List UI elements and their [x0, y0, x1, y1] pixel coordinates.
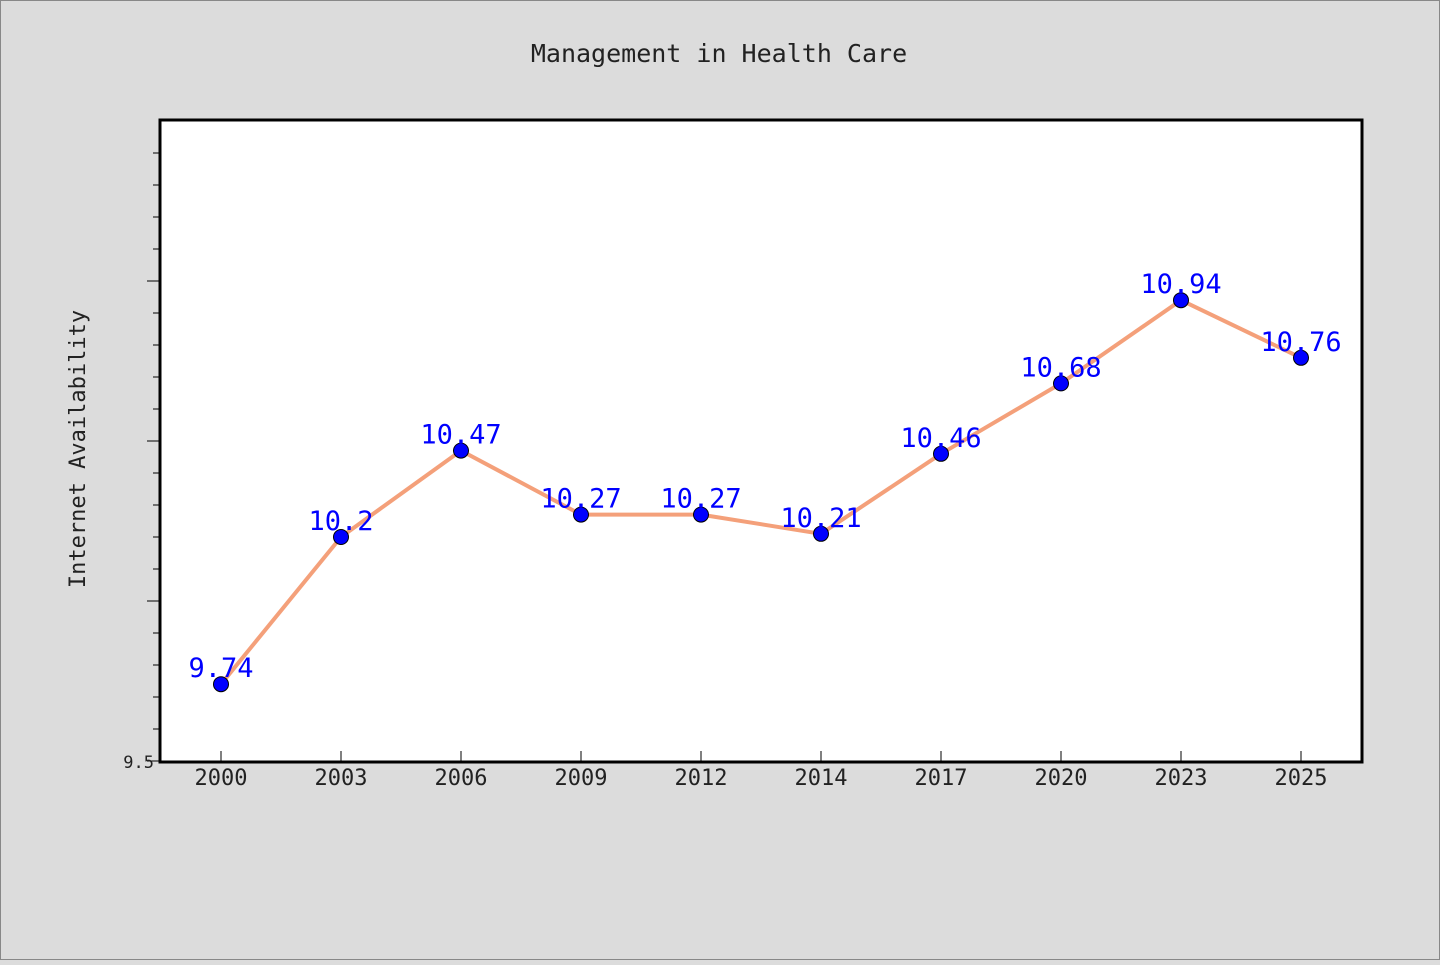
x-tick-label: 2000: [195, 766, 248, 791]
x-tick-label: 2012: [675, 766, 728, 791]
x-axis-ticks: 2000 2003 2006 2009 2012 2014 2017 2020 2023 2025: [195, 751, 1328, 791]
data-label: 10.76: [1260, 327, 1341, 358]
y-tick-label: 9.5: [123, 753, 154, 773]
data-point: [693, 506, 709, 523]
data-point: [453, 442, 469, 459]
data-label: 10.21: [780, 503, 861, 534]
data-label: 10.68: [1020, 352, 1101, 383]
x-tick-label: 2014: [795, 766, 848, 791]
data-label: 10.2: [308, 506, 373, 537]
data-point: [813, 525, 829, 542]
data-point: [1293, 349, 1309, 366]
x-tick-label: 2006: [435, 766, 488, 791]
data-label: 10.46: [900, 423, 981, 454]
data-point: [213, 676, 229, 693]
data-point: [333, 529, 349, 545]
series-line: [219, 298, 1302, 686]
y-axis-label: Internet Availability: [66, 310, 91, 588]
data-labels: 9.74 10.2 10.47 10.27 10.27 10.21 10.46 10.68 10…: [188, 269, 1341, 684]
data-point: [933, 445, 949, 462]
x-tick-label: 2017: [915, 766, 968, 791]
x-tick-label: 2020: [1035, 766, 1088, 791]
data-point: [1173, 292, 1189, 309]
data-label: 10.94: [1140, 269, 1221, 300]
data-label: 10.27: [540, 484, 621, 515]
x-tick-label: 2009: [555, 766, 608, 791]
data-label: 9.74: [188, 653, 253, 684]
x-tick-label: 2003: [315, 766, 368, 791]
data-label: 10.27: [660, 484, 741, 515]
data-point: [1053, 375, 1069, 392]
plot-area: [158, 118, 1364, 764]
y-axis-ticks: 9.5: [123, 152, 161, 773]
data-label: 10.47: [420, 420, 501, 451]
x-tick-label: 2025: [1275, 766, 1328, 791]
chart-title: Management in Health Care: [531, 39, 907, 68]
x-tick-label: 2023: [1155, 766, 1208, 791]
data-point: [573, 506, 589, 523]
series-group: [213, 292, 1309, 693]
